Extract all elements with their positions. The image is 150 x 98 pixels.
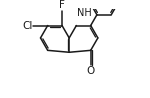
- Text: F: F: [59, 0, 65, 10]
- Text: Cl: Cl: [22, 20, 33, 30]
- Text: NH: NH: [77, 8, 92, 18]
- Text: O: O: [87, 66, 95, 76]
